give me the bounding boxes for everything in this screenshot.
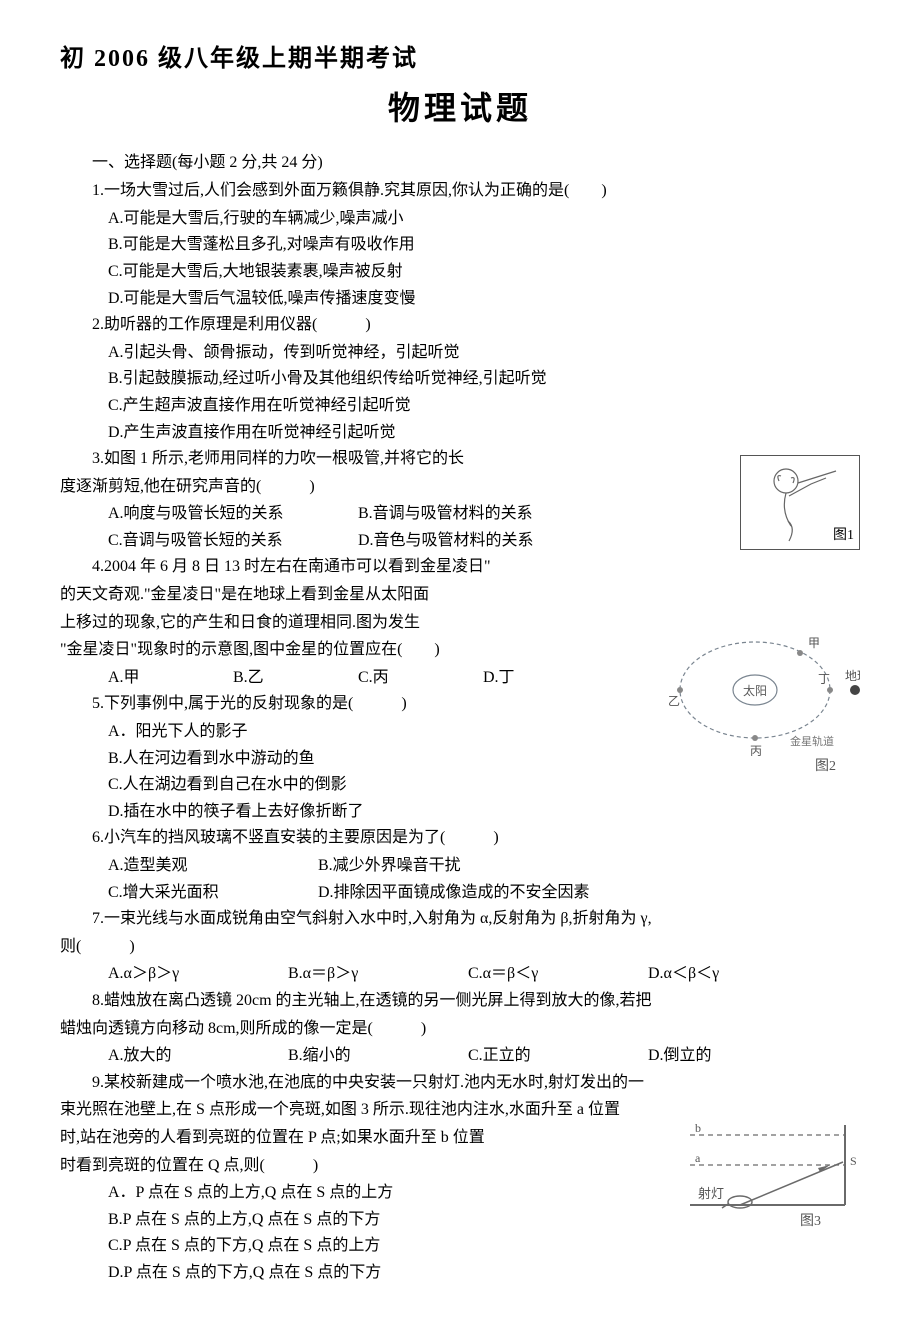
q4-line3: 上移过的现象,它的产生和日食的道理相同.图为发生: [60, 610, 650, 636]
q4-line2: 的天文奇观."金星凌日"是在地球上看到金星从太阳面: [60, 582, 650, 608]
q5-text: 5.下列事例中,属于光的反射现象的是( ): [60, 691, 650, 717]
q7-option-c: C.α＝β＜γ: [468, 961, 618, 987]
q8-option-d: D.倒立的: [648, 1043, 712, 1069]
figure-1-label: 图1: [833, 525, 854, 547]
q9-line4: 时看到亮斑的位置在 Q 点,则( ): [60, 1153, 670, 1179]
q5-option-c: C.人在湖边看到自己在水中的倒影: [60, 772, 650, 798]
q3-line1: 3.如图 1 所示,老师用同样的力吹一根吸管,并将它的长: [60, 446, 720, 472]
q9-line1: 9.某校新建成一个喷水池,在池底的中央安装一只射灯.池内无水时,射灯发出的一: [60, 1070, 860, 1096]
q6-option-b: B.减少外界噪音干扰: [318, 853, 461, 879]
q2-text: 2.助听器的工作原理是利用仪器( ): [60, 312, 860, 338]
q8-line1: 8.蜡烛放在离凸透镜 20cm 的主光轴上,在透镜的另一侧光屏上得到放大的像,若…: [60, 988, 860, 1014]
q1-option-c: C.可能是大雪后,大地银装素裹,噪声被反射: [60, 259, 860, 285]
q3-option-d: D.音色与吸管材料的关系: [358, 528, 534, 554]
jia-label: 甲: [808, 636, 820, 650]
q1-text: 1.一场大雪过后,人们会感到外面万籁俱静.究其原因,你认为正确的是( ): [60, 178, 860, 204]
q9-option-c: C.P 点在 S 点的下方,Q 点在 S 点的上方: [60, 1233, 670, 1259]
q5-option-d: D.插在水中的筷子看上去好像折断了: [60, 799, 860, 825]
q4-option-c: C.丙: [358, 665, 453, 691]
q2-option-a: A.引起头骨、颌骨振动，传到听觉神经，引起听觉: [60, 340, 860, 366]
q4-option-a: A.甲: [108, 665, 203, 691]
q9-option-b: B.P 点在 S 点的上方,Q 点在 S 点的下方: [60, 1207, 670, 1233]
q6-option-c: C.增大采光面积: [108, 880, 288, 906]
q4-option-b: B.乙: [233, 665, 328, 691]
q2-option-b: B.引起鼓膜振动,经过听小骨及其他组织传给听觉神经,引起听觉: [60, 366, 860, 392]
s-label: S: [850, 1154, 857, 1168]
ding-label: 丁: [818, 672, 830, 686]
q8-option-a: A.放大的: [108, 1043, 258, 1069]
q5-option-b: B.人在河边看到水中游动的鱼: [60, 746, 650, 772]
q6-text: 6.小汽车的挡风玻璃不竖直安装的主要原因是为了( ): [60, 825, 860, 851]
a-label: a: [695, 1151, 701, 1165]
bing-label: 丙: [750, 744, 762, 758]
subtitle: 物理试题: [60, 83, 860, 134]
q1-option-b: B.可能是大雪蓬松且多孔,对噪声有吸收作用: [60, 232, 860, 258]
figure-3-label: 图3: [800, 1214, 821, 1229]
q4-line4: "金星凌日"现象时的示意图,图中金星的位置应在( ): [60, 637, 650, 663]
q9-option-a: A．P 点在 S 点的上方,Q 点在 S 点的上方: [60, 1180, 670, 1206]
q9-line3: 时,站在池旁的人看到亮斑的位置在 P 点;如果水面升至 b 位置: [60, 1125, 670, 1151]
q6-option-d: D.排除因平面镜成像造成的不安全因素: [318, 880, 590, 906]
yi-label: 乙: [668, 694, 680, 708]
q2-option-d: D.产生声波直接作用在听觉神经引起听觉: [60, 420, 860, 446]
q1-option-a: A.可能是大雪后,行驶的车辆减少,噪声减小: [60, 206, 860, 232]
lamp-label: 射灯: [698, 1186, 724, 1201]
q6-option-a: A.造型美观: [108, 853, 288, 879]
main-title: 初 2006 级八年级上期半期考试: [60, 40, 860, 78]
figure-2-label: 图2: [815, 759, 836, 774]
q7-line2: 则( ): [60, 934, 860, 960]
figure-3: b a S 射灯 图3: [680, 1120, 860, 1230]
q2-option-c: C.产生超声波直接作用在听觉神经引起听觉: [60, 393, 860, 419]
q1-option-d: D.可能是大雪后气温较低,噪声传播速度变慢: [60, 286, 860, 312]
earth-label: 地球: [845, 669, 860, 683]
q9-option-d: D.P 点在 S 点的下方,Q 点在 S 点的下方: [60, 1260, 670, 1286]
figure-1: 图1: [740, 455, 860, 550]
b-label: b: [695, 1121, 701, 1135]
q3-option-c: C.音调与吸管长短的关系: [108, 528, 328, 554]
figure-2: 太阳 甲 乙 丙 丁 地球 金星轨道 图2: [660, 625, 860, 775]
sun-label: 太阳: [743, 683, 767, 698]
q7-option-b: B.α＝β＞γ: [288, 961, 438, 987]
q4-line1: 4.2004 年 6 月 8 日 13 时左右在南通市可以看到金星凌日": [60, 554, 650, 580]
q8-line2: 蜡烛向透镜方向移动 8cm,则所成的像一定是( ): [60, 1016, 860, 1042]
q3-option-a: A.响度与吸管长短的关系: [108, 501, 328, 527]
q7-option-a: A.α＞β＞γ: [108, 961, 258, 987]
q4-option-d: D.丁: [483, 665, 515, 691]
q7-line1: 7.一束光线与水面成锐角由空气斜射入水中时,入射角为 α,反射角为 β,折射角为…: [60, 906, 860, 932]
q5-option-a: A．阳光下人的影子: [60, 719, 650, 745]
q8-option-c: C.正立的: [468, 1043, 618, 1069]
q8-option-b: B.缩小的: [288, 1043, 438, 1069]
q3-option-b: B.音调与吸管材料的关系: [358, 501, 533, 527]
orbit-label: 金星轨道: [790, 734, 834, 748]
section-header: 一、选择题(每小题 2 分,共 24 分): [60, 150, 860, 176]
q7-option-d: D.α＜β＜γ: [648, 961, 719, 987]
